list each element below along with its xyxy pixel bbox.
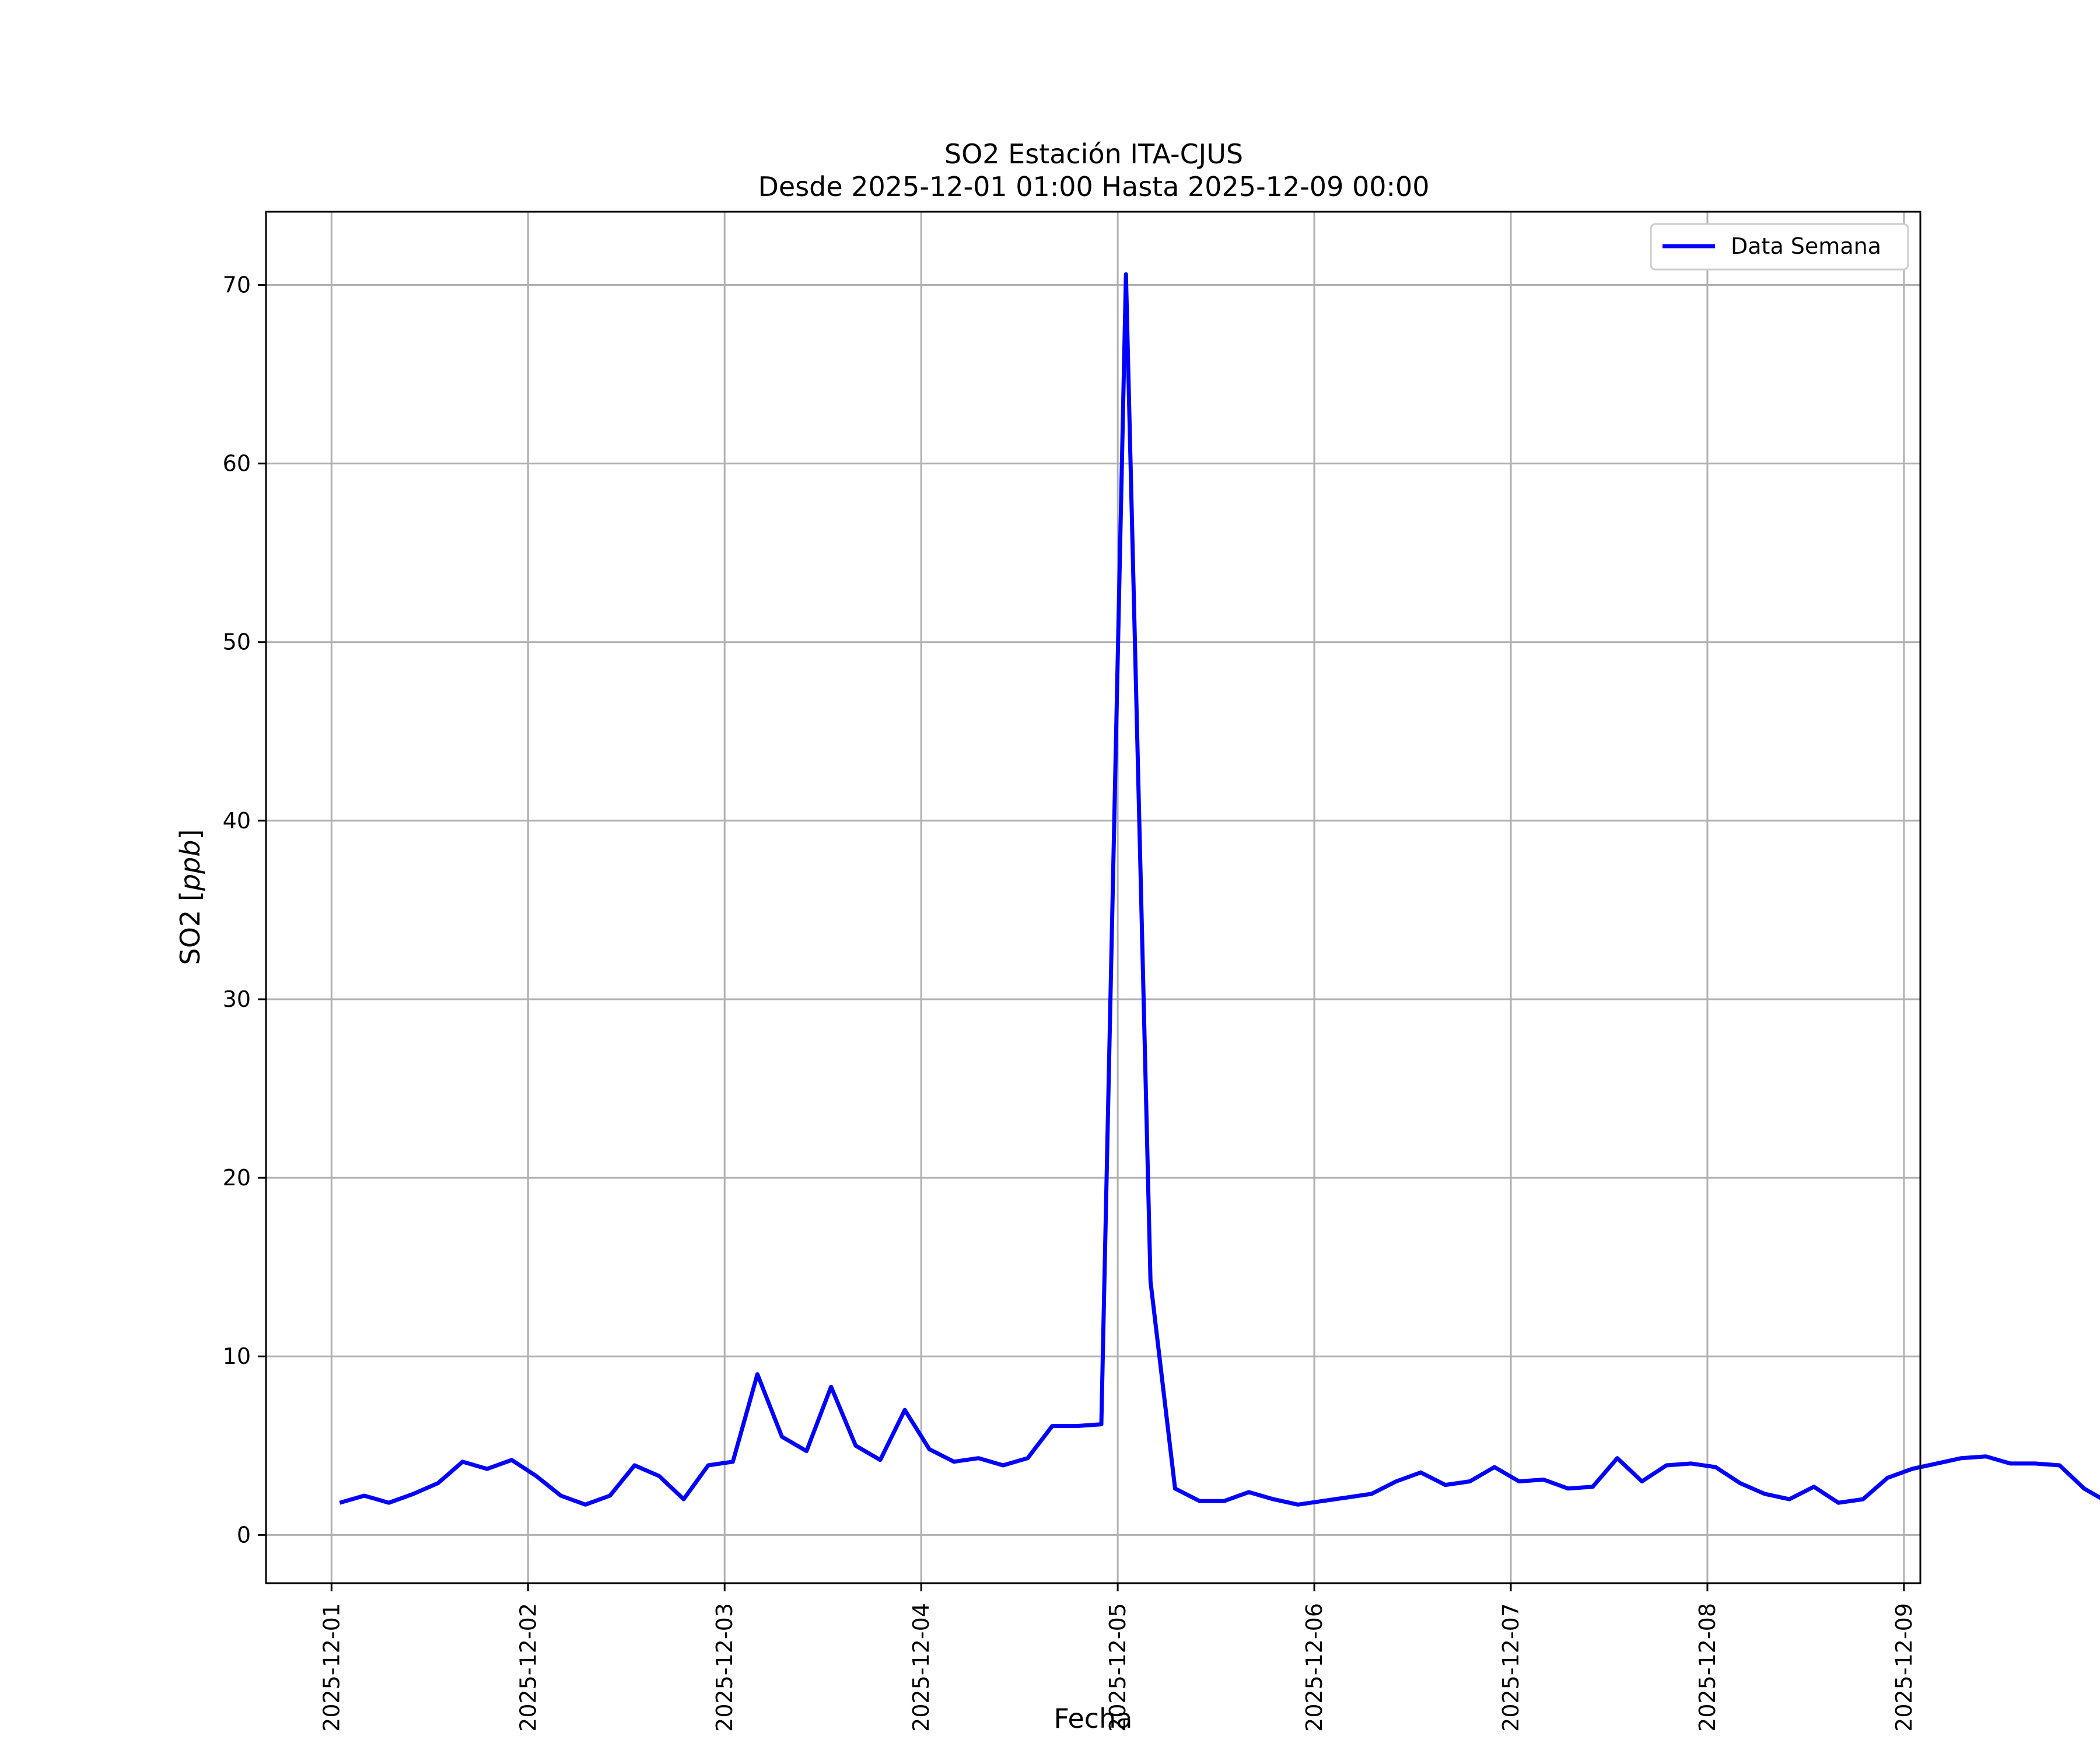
x-tick-label: 2025-12-04 (908, 1603, 934, 1732)
y-tick-label: 40 (223, 808, 251, 834)
y-tick-label: 60 (223, 451, 251, 477)
plot-area (266, 212, 1920, 1583)
series-line-0 (339, 272, 2100, 1507)
y-tick-label: 20 (223, 1165, 251, 1191)
legend-box (1650, 223, 1909, 271)
x-tick-label: 2025-12-06 (1301, 1603, 1327, 1732)
y-axis-label-prefix: SO2 [ (174, 891, 206, 965)
x-tick-label: 2025-12-09 (1891, 1603, 1917, 1732)
x-gridlines (330, 212, 1905, 1583)
plot-frame (265, 211, 1922, 1584)
y-axis-label-suffix: ] (174, 830, 206, 840)
y-tick-label: 30 (223, 986, 251, 1012)
y-axis-ticks: 0 10 20 30 40 50 60 70 (223, 272, 266, 1548)
x-axis-label: Fecha (1054, 1703, 1133, 1734)
y-tick-label: 0 (237, 1522, 251, 1548)
y-gridlines (266, 284, 1920, 1536)
chart-subtitle: Desde 2025-12-01 01:00 Hasta 2025-12-09 … (758, 171, 1429, 202)
x-tick-label: 2025-12-03 (712, 1603, 737, 1732)
y-axis-label-unit: ppb (174, 840, 206, 892)
legend: Data Semana (1650, 223, 1909, 271)
legend-label: Data Semana (1731, 233, 1881, 259)
chart-title: SO2 Estación ITA-CJUS (944, 138, 1243, 170)
x-tick-label: 2025-12-02 (515, 1603, 541, 1732)
x-tick-label: 2025-12-07 (1498, 1603, 1524, 1732)
y-tick-label: 10 (223, 1343, 251, 1369)
y-axis-label: SO2 [ppb] (174, 830, 206, 965)
series-layer (339, 272, 2100, 1507)
y-tick-label: 50 (223, 629, 251, 655)
x-axis-ticks: 2025-12-01 2025-12-02 2025-12-03 2025-12-04… (318, 1583, 1917, 1732)
x-tick-label: 2025-12-01 (318, 1603, 344, 1732)
x-tick-label: 2025-12-05 (1105, 1603, 1130, 1732)
x-tick-label: 2025-12-08 (1695, 1603, 1720, 1732)
y-tick-label: 70 (223, 272, 251, 298)
